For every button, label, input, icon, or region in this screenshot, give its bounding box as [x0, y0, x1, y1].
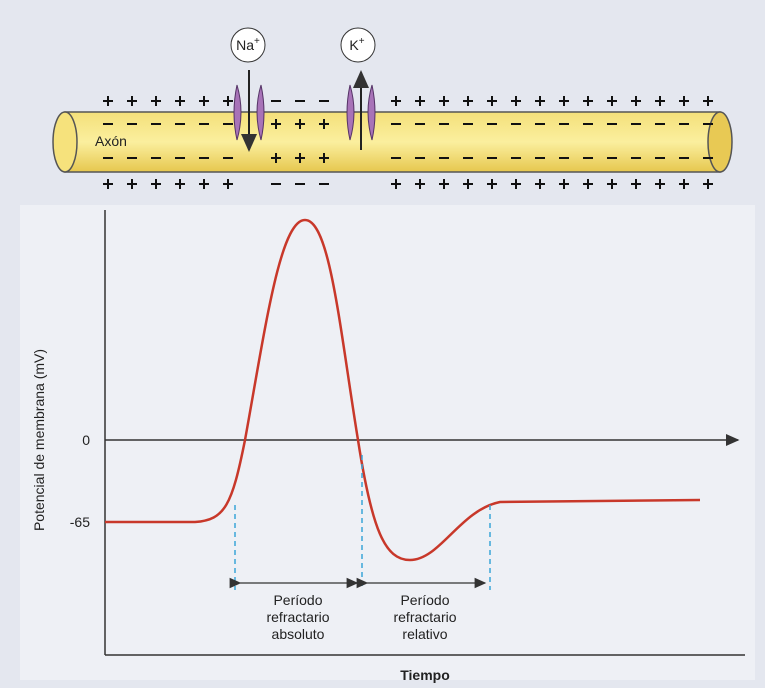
- k-channel: [346, 70, 376, 150]
- period-label: absoluto: [272, 626, 325, 642]
- axon: [52, 111, 733, 173]
- ion-name: Na: [236, 37, 254, 53]
- period-labels: PeríodorefractarioabsolutoPeríodorefract…: [266, 592, 456, 642]
- ion-label: Na+: [236, 36, 260, 53]
- y-tick-label: -65: [70, 514, 90, 530]
- period-dividers: [234, 455, 491, 590]
- ion-charge: +: [359, 36, 365, 47]
- period-label: refractario: [393, 609, 456, 625]
- y-axis-label: Potencial de membrana (mV): [31, 349, 47, 531]
- ion-charge: +: [254, 36, 260, 47]
- ion-name: K: [349, 37, 359, 53]
- period-label: Período: [273, 592, 322, 608]
- period-label: Período: [400, 592, 449, 608]
- k-ion: K+: [340, 27, 376, 63]
- charges: [103, 96, 713, 189]
- na-ion: Na+: [230, 27, 266, 63]
- x-axis-label: Tiempo: [400, 667, 450, 683]
- plot-area: [20, 205, 755, 680]
- ion-label: K+: [349, 36, 364, 53]
- period-label: refractario: [266, 609, 329, 625]
- axon-label: Axón: [95, 133, 127, 149]
- action-potential-curve: [105, 218, 701, 562]
- y-tick-label: 0: [82, 432, 90, 448]
- na-channel: [233, 70, 265, 152]
- period-label: relativo: [402, 626, 447, 642]
